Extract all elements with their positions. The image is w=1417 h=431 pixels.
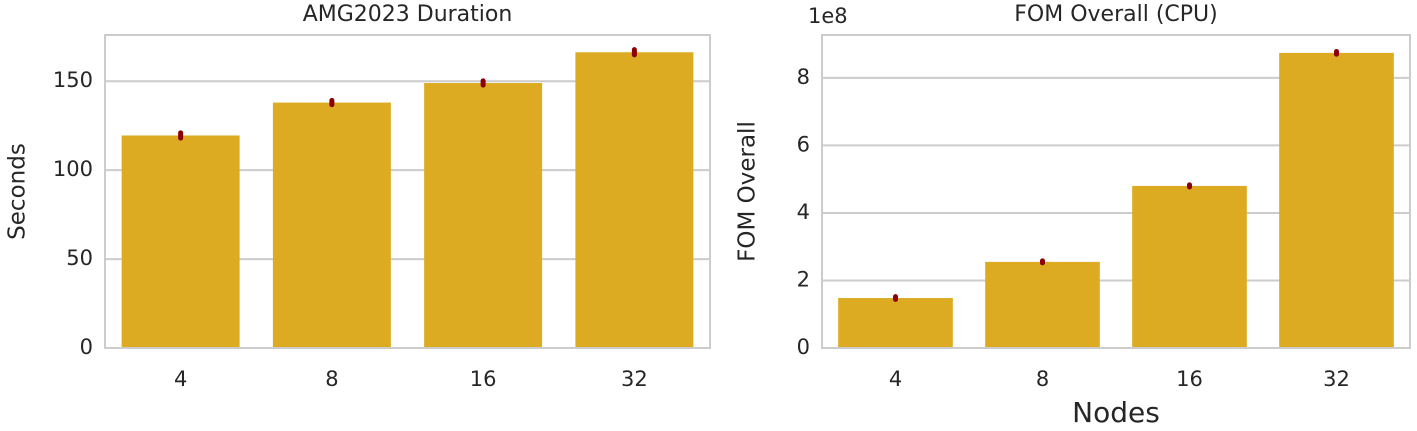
y-tick-label: 100 <box>53 157 93 181</box>
y-tick-label: 50 <box>66 246 93 270</box>
y-tick-label: 0 <box>797 335 810 359</box>
plot-frame <box>104 34 711 349</box>
y-axis-label: FOM Overall <box>735 121 761 262</box>
x-tick-label: 32 <box>1323 367 1350 391</box>
x-tick-label: 4 <box>174 367 187 391</box>
chart-title: AMG2023 Duration <box>303 2 513 27</box>
y-tick-label: 6 <box>797 132 810 156</box>
bar <box>838 298 953 348</box>
bar <box>424 83 543 349</box>
bar <box>1279 52 1394 349</box>
bar <box>575 52 694 348</box>
y-tick-label: 0 <box>80 335 93 359</box>
bar <box>121 135 240 348</box>
y-tick-label: 150 <box>53 68 93 92</box>
plot-frame <box>821 34 1411 349</box>
y-axis-label: Seconds <box>5 143 31 240</box>
y-tick-label: 4 <box>797 200 810 224</box>
bar <box>985 261 1100 348</box>
x-tick-label: 32 <box>621 367 648 391</box>
bar <box>1132 185 1247 348</box>
x-tick-label: 8 <box>325 367 338 391</box>
x-tick-label: 8 <box>1036 367 1049 391</box>
bar <box>272 102 391 348</box>
chart-title: FOM Overall (CPU) <box>1014 2 1217 27</box>
y-tick-label: 8 <box>797 65 810 89</box>
y-tick-label: 2 <box>797 267 810 291</box>
offset-text: 1e8 <box>808 4 848 28</box>
x-tick-label: 16 <box>1176 367 1203 391</box>
x-tick-label: 4 <box>889 367 902 391</box>
x-axis-label: Nodes <box>1072 396 1160 429</box>
x-tick-label: 16 <box>470 367 497 391</box>
